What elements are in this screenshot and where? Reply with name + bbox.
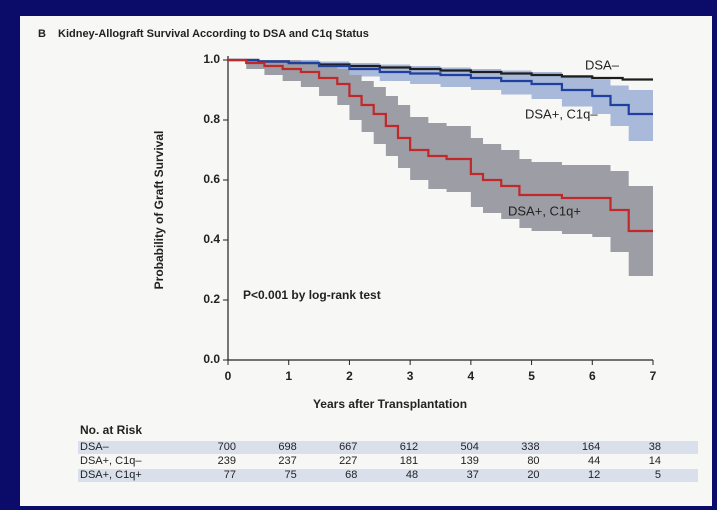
- risk-count: 139: [460, 455, 478, 467]
- risk-count: 181: [400, 455, 418, 467]
- x-tick-label: 0: [225, 369, 232, 383]
- risk-count: 44: [588, 455, 600, 467]
- risk-count: 77: [224, 469, 236, 481]
- confidence-band: [228, 60, 653, 141]
- x-tick-label: 5: [528, 369, 535, 383]
- risk-count: 667: [339, 441, 357, 453]
- chart-title: Kidney-Allograft Survival According to D…: [58, 28, 369, 40]
- panel-letter: B: [38, 28, 46, 40]
- x-tick-label: 1: [285, 369, 292, 383]
- risk-count: 12: [588, 469, 600, 481]
- x-tick-label: 2: [346, 369, 353, 383]
- x-tick-label: 6: [589, 369, 596, 383]
- risk-count: 338: [521, 441, 539, 453]
- y-tick-label: 0.6: [203, 172, 220, 186]
- risk-count: 698: [278, 441, 296, 453]
- x-tick-label: 3: [407, 369, 414, 383]
- risk-count: 700: [218, 441, 236, 453]
- y-tick-label: 0.2: [203, 292, 220, 306]
- y-axis-title: Probability of Graft Survival: [152, 131, 166, 290]
- risk-count: 48: [406, 469, 418, 481]
- risk-count: 612: [400, 441, 418, 453]
- risk-count: 38: [649, 441, 661, 453]
- y-tick-label: 0.8: [203, 112, 220, 126]
- y-tick-label: 0.0: [203, 352, 220, 366]
- risk-row-label: DSA+, C1q+: [80, 469, 142, 481]
- risk-title: No. at Risk: [80, 423, 142, 437]
- risk-row-label: DSA–: [80, 441, 110, 453]
- risk-row-band: [78, 441, 698, 454]
- x-tick-label: 7: [650, 369, 657, 383]
- risk-count: 227: [339, 455, 357, 467]
- risk-count: 20: [527, 469, 539, 481]
- risk-count: 504: [460, 441, 478, 453]
- series-label: DSA+, C1q–: [525, 106, 598, 121]
- y-tick-label: 0.4: [203, 232, 220, 246]
- risk-row-label: DSA+, C1q–: [80, 455, 142, 467]
- series-label: DSA+, C1q+: [508, 203, 581, 218]
- risk-count: 164: [582, 441, 600, 453]
- risk-count: 75: [284, 469, 296, 481]
- risk-count: 237: [278, 455, 296, 467]
- risk-row-band: [78, 469, 698, 482]
- risk-count: 239: [218, 455, 236, 467]
- risk-count: 14: [649, 455, 661, 467]
- risk-count: 37: [467, 469, 479, 481]
- risk-count: 80: [527, 455, 539, 467]
- x-axis-title: Years after Transplantation: [313, 397, 467, 411]
- survival-curve: [228, 58, 653, 116]
- x-tick-label: 4: [468, 369, 475, 383]
- confidence-band: [228, 60, 653, 276]
- survival-curve: [228, 58, 653, 233]
- series-label: DSA–: [585, 57, 620, 72]
- y-tick-label: 1.0: [203, 52, 220, 66]
- risk-count: 5: [655, 469, 661, 481]
- risk-count: 68: [345, 469, 357, 481]
- annotation: P<0.001 by log-rank test: [243, 288, 381, 302]
